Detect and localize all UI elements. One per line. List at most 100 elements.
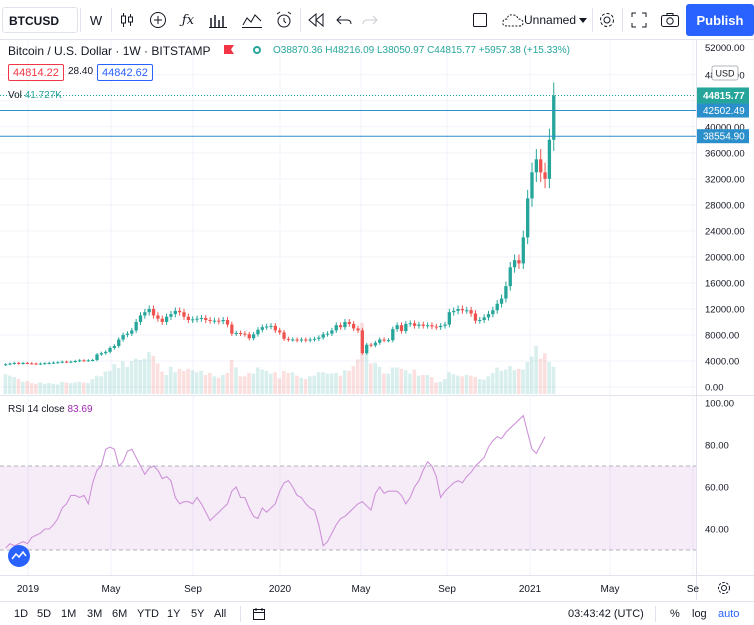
symbol-search-button[interactable]: BTCUSD: [2, 7, 78, 33]
volume-bar: [456, 375, 460, 394]
candle-up: [125, 333, 130, 335]
candle-down: [217, 320, 221, 322]
checkbox-icon[interactable]: [470, 8, 490, 32]
candle-up: [143, 312, 147, 316]
fx-icon[interactable]: ƒx: [181, 12, 195, 28]
range-all-button[interactable]: All: [214, 608, 227, 620]
flag-icon[interactable]: [224, 45, 234, 54]
candle-down: [178, 310, 182, 313]
volume-bar: [308, 376, 312, 394]
gear-icon[interactable]: [596, 8, 618, 32]
publish-button[interactable]: Publish: [686, 4, 754, 36]
price-tick-label: 4000.00: [705, 356, 739, 367]
interval-button[interactable]: W: [89, 12, 103, 28]
volume-bar: [321, 372, 325, 394]
candle-up: [221, 319, 225, 322]
volume-bar: [125, 366, 129, 394]
volume-bar: [99, 376, 103, 394]
buy-price-button[interactable]: 44842.62: [97, 64, 153, 81]
camera-icon[interactable]: [658, 8, 682, 32]
candle-up: [534, 159, 538, 173]
volume-bar: [295, 375, 299, 394]
range-1d-button[interactable]: 1D: [14, 608, 29, 620]
log-toggle[interactable]: log: [692, 608, 707, 620]
volume-bar: [81, 382, 86, 394]
price-axis[interactable]: 48000.0044000.0040000.0036000.0032000.00…: [697, 43, 749, 536]
price-tick-label: 8000.00: [705, 330, 739, 341]
candle-up: [378, 339, 382, 343]
add-indicator-icon[interactable]: [146, 8, 170, 32]
range-5d-button[interactable]: 5D: [37, 608, 52, 620]
candle-up: [43, 363, 47, 365]
candle-up: [4, 364, 8, 366]
volume-legend: Vol 41.727K: [8, 90, 62, 101]
replay-icon[interactable]: [304, 8, 328, 32]
percent-toggle[interactable]: %: [670, 608, 680, 620]
candle-down: [430, 325, 434, 327]
candle-up: [486, 314, 491, 318]
time-tick-label: Sep: [438, 584, 456, 595]
compare-icon[interactable]: [240, 8, 264, 32]
calendar-goto-icon[interactable]: [252, 607, 266, 624]
candle-up: [134, 321, 138, 331]
time-axis[interactable]: 2019 May Sep 2020 May Sep 2021 May Se: [8, 545, 730, 595]
chart-canvas[interactable]: 48000.0044000.0040000.0036000.0032000.00…: [0, 40, 754, 601]
volume-bar: [503, 369, 508, 394]
volume-bar: [408, 373, 412, 394]
range-ytd-button[interactable]: YTD: [137, 608, 159, 620]
undo-icon[interactable]: [332, 8, 356, 32]
time-tick-label: 2021: [519, 584, 542, 595]
chevron-down-icon[interactable]: [576, 8, 590, 32]
volume-bar: [229, 360, 234, 394]
range-3m-button[interactable]: 3M: [87, 608, 103, 620]
volume-bar: [395, 367, 399, 394]
price-tick-label: 12000.00: [705, 304, 745, 315]
candle-up: [12, 362, 16, 364]
candle-up: [504, 286, 508, 299]
candle-up: [547, 139, 552, 179]
volume-bar: [255, 367, 260, 394]
candle-up: [8, 363, 12, 365]
price-tick-label: 40000.00: [705, 122, 745, 133]
candle-down: [543, 172, 547, 179]
volume-bar: [538, 358, 543, 394]
range-1m-button[interactable]: 1M: [61, 608, 77, 620]
utc-clock[interactable]: 03:43:42 (UTC): [568, 608, 644, 620]
range-1y-button[interactable]: 1Y: [167, 608, 181, 620]
range-5y-button[interactable]: 5Y: [191, 608, 205, 620]
candle-up: [408, 323, 412, 325]
sell-price-button[interactable]: 44814.22: [8, 64, 64, 81]
bottom-divider: [655, 606, 656, 622]
volume-bar: [234, 367, 238, 394]
expand-icon[interactable]: [628, 8, 650, 32]
cloud-icon[interactable]: [500, 8, 526, 32]
rsi-tick-label: 40.00: [705, 525, 729, 536]
volume-bar: [12, 377, 16, 394]
volume-bar: [25, 381, 29, 394]
candle-up: [395, 325, 399, 330]
rsi-tick-label: 80.00: [705, 441, 729, 452]
volume-bar: [47, 383, 51, 394]
volume-bar: [282, 370, 286, 394]
volume-bar: [477, 379, 482, 394]
volume-bar: [412, 369, 417, 394]
candle-down: [34, 363, 38, 365]
auto-toggle[interactable]: auto: [718, 608, 740, 620]
candles-icon[interactable]: [116, 8, 138, 32]
candle-up: [99, 353, 103, 355]
volume-bar: [264, 370, 269, 394]
range-6m-button[interactable]: 6M: [112, 608, 128, 620]
volume-bar: [516, 368, 521, 394]
volume-bar: [377, 366, 382, 394]
time-tick-label: May: [102, 584, 121, 595]
alarm-icon[interactable]: [272, 8, 296, 32]
layout-name[interactable]: Unnamed: [524, 13, 577, 27]
volume-bar: [386, 373, 390, 394]
horizontal-lines[interactable]: [0, 94, 696, 137]
candle-down: [151, 308, 156, 316]
bars-icon[interactable]: [206, 8, 230, 32]
volume-bar: [208, 372, 212, 394]
candle-up: [343, 321, 347, 328]
candle-up: [147, 308, 151, 313]
candle-down: [208, 319, 212, 321]
